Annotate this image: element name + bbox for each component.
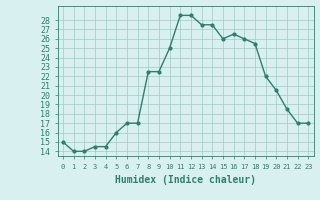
X-axis label: Humidex (Indice chaleur): Humidex (Indice chaleur): [115, 175, 256, 185]
